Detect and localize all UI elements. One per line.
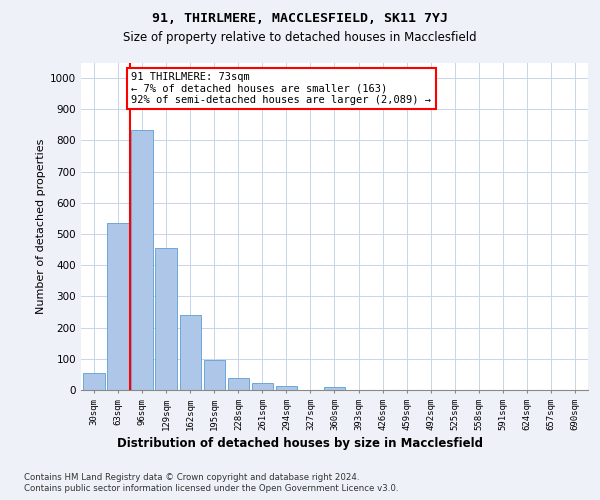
Y-axis label: Number of detached properties: Number of detached properties: [36, 138, 46, 314]
Text: Distribution of detached houses by size in Macclesfield: Distribution of detached houses by size …: [117, 438, 483, 450]
Bar: [203, 360, 225, 390]
Text: Contains HM Land Registry data © Crown copyright and database right 2024.: Contains HM Land Registry data © Crown c…: [24, 472, 359, 482]
Text: Size of property relative to detached houses in Macclesfield: Size of property relative to detached ho…: [123, 31, 477, 44]
Bar: [131, 130, 153, 390]
Bar: [323, 387, 346, 390]
Bar: [227, 378, 249, 390]
Bar: [179, 315, 201, 390]
Bar: [251, 383, 273, 390]
Bar: [83, 373, 105, 390]
Text: 91 THIRLMERE: 73sqm
← 7% of detached houses are smaller (163)
92% of semi-detach: 91 THIRLMERE: 73sqm ← 7% of detached hou…: [131, 72, 431, 105]
Bar: [275, 386, 297, 390]
Bar: [107, 223, 129, 390]
Text: 91, THIRLMERE, MACCLESFIELD, SK11 7YJ: 91, THIRLMERE, MACCLESFIELD, SK11 7YJ: [152, 12, 448, 26]
Text: Contains public sector information licensed under the Open Government Licence v3: Contains public sector information licen…: [24, 484, 398, 493]
Bar: [155, 248, 177, 390]
